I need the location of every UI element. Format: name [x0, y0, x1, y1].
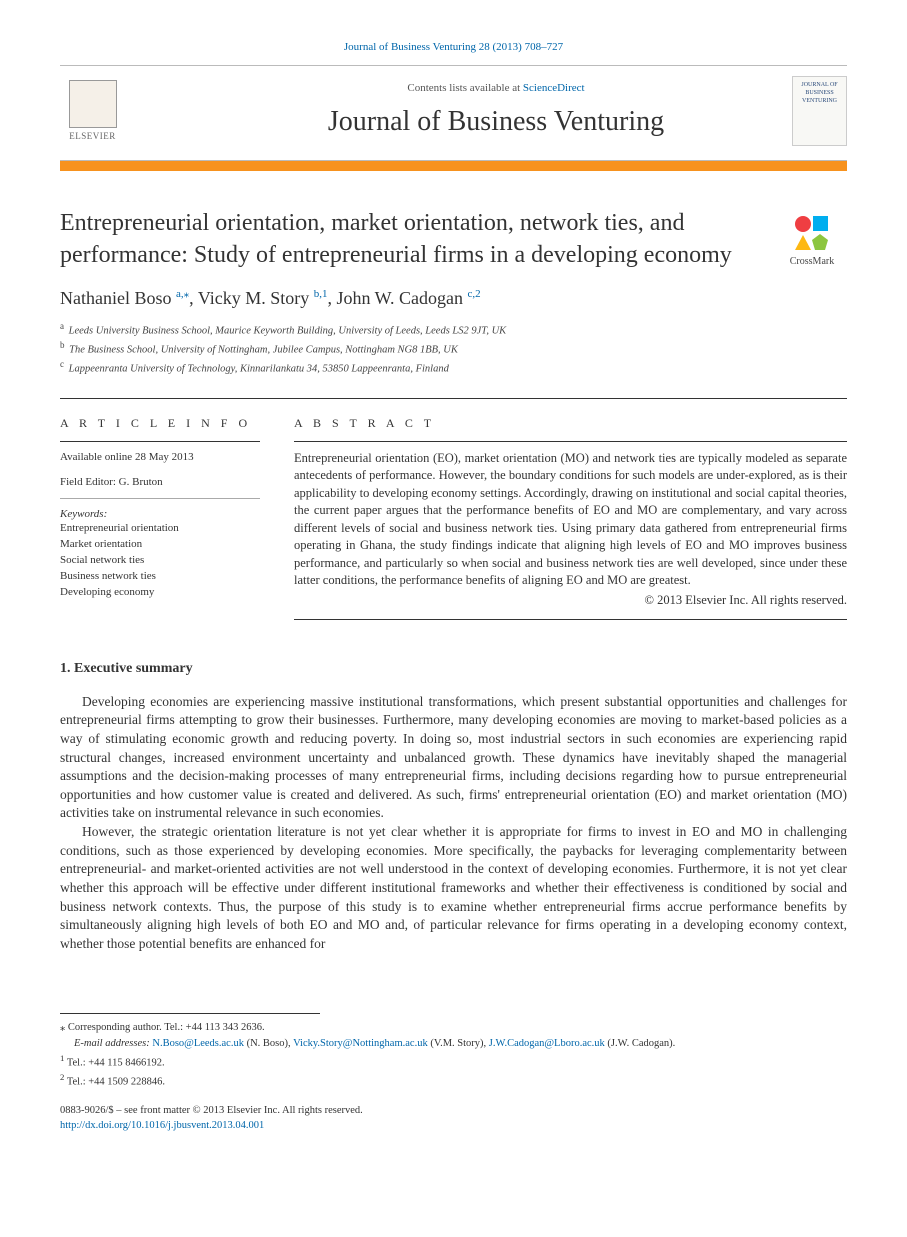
doi-link[interactable]: http://dx.doi.org/10.1016/j.jbusvent.201…	[60, 1120, 264, 1131]
crossmark-label: CrossMark	[777, 255, 847, 269]
author-3-name: John W. Cadogan	[336, 288, 463, 308]
orange-divider-bar	[60, 161, 847, 171]
emails-label: E-mail addresses:	[74, 1038, 150, 1049]
elsevier-label: ELSEVIER	[69, 130, 116, 142]
abstract-heading: A B S T R A C T	[294, 415, 847, 431]
affiliations: a Leeds University Business School, Maur…	[60, 320, 847, 378]
article-title: Entrepreneurial orientation, market orie…	[60, 207, 757, 272]
abstract-copyright: © 2013 Elsevier Inc. All rights reserved…	[294, 592, 847, 609]
abstract-divider	[294, 441, 847, 442]
article-info-column: A R T I C L E I N F O Available online 2…	[60, 415, 260, 628]
field-editor: Field Editor: G. Bruton	[60, 475, 260, 490]
author-2-name: Vicky M. Story	[198, 288, 309, 308]
author-2-aff: b,1	[314, 288, 328, 300]
abstract-text: Entrepreneurial orientation (EO), market…	[294, 450, 847, 590]
crossmark-badge[interactable]: CrossMark	[777, 213, 847, 269]
author-sep-1: ,	[189, 288, 198, 308]
crossmark-icon	[792, 213, 832, 253]
section-1-heading: 1. Executive summary	[60, 660, 847, 679]
author-1-aff: a,	[176, 288, 184, 300]
contents-prefix: Contents lists available at	[407, 82, 522, 94]
page-footer: 0883-9026/$ – see front matter © 2013 El…	[60, 1104, 847, 1132]
contents-available-line: Contents lists available at ScienceDirec…	[145, 81, 847, 96]
divider-rule	[60, 398, 847, 399]
article-info-heading: A R T I C L E I N F O	[60, 415, 260, 431]
issn-line: 0883-9026/$ – see front matter © 2013 El…	[60, 1104, 847, 1118]
author-1-name: Nathaniel Boso	[60, 288, 171, 308]
keyword-item: Social network ties	[60, 553, 260, 569]
affiliation-a: Leeds University Business School, Mauric…	[69, 325, 507, 336]
email-who-1: (N. Boso),	[247, 1038, 293, 1049]
keywords-label: Keywords:	[60, 507, 260, 522]
email-who-3: (J.W. Cadogan).	[607, 1038, 675, 1049]
body-paragraph: However, the strategic orientation liter…	[60, 823, 847, 953]
elsevier-tree-icon	[69, 80, 117, 128]
keyword-item: Market orientation	[60, 537, 260, 553]
journal-citation: Journal of Business Venturing 28 (2013) …	[60, 40, 847, 55]
keyword-item: Entrepreneurial orientation	[60, 521, 260, 537]
email-link-3[interactable]: J.W.Cadogan@Lboro.ac.uk	[489, 1038, 605, 1049]
footnotes-divider	[60, 1013, 320, 1020]
journal-header: ELSEVIER Contents lists available at Sci…	[60, 65, 847, 161]
abstract-column: A B S T R A C T Entrepreneurial orientat…	[294, 415, 847, 628]
email-link-1[interactable]: N.Boso@Leeds.ac.uk	[152, 1038, 244, 1049]
footnote-tel-1: Tel.: +44 115 8466192.	[67, 1057, 165, 1068]
footnotes: ⁎ Corresponding author. Tel.: +44 113 34…	[60, 1020, 847, 1090]
body-paragraph: Developing economies are experiencing ma…	[60, 693, 847, 823]
keywords-list: Entrepreneurial orientation Market orien…	[60, 521, 260, 601]
sciencedirect-link[interactable]: ScienceDirect	[523, 82, 585, 94]
affiliation-c: Lappeenranta University of Technology, K…	[69, 364, 449, 375]
authors-line: Nathaniel Boso a,⁎, Vicky M. Story b,1, …	[60, 286, 847, 310]
elsevier-logo: ELSEVIER	[60, 76, 125, 146]
email-who-2: (V.M. Story),	[430, 1038, 488, 1049]
keyword-item: Developing economy	[60, 585, 260, 601]
journal-cover-thumbnail: JOURNAL OF BUSINESS VENTURING	[792, 76, 847, 146]
info-divider-2	[60, 498, 260, 499]
journal-title: Journal of Business Venturing	[145, 103, 847, 141]
abstract-bottom-divider	[294, 619, 847, 620]
email-link-2[interactable]: Vicky.Story@Nottingham.ac.uk	[293, 1038, 428, 1049]
keyword-item: Business network ties	[60, 569, 260, 585]
available-online: Available online 28 May 2013	[60, 450, 260, 465]
footnote-tel-2: Tel.: +44 1509 228846.	[67, 1077, 165, 1088]
affiliation-b: The Business School, University of Notti…	[69, 345, 458, 356]
info-divider-1	[60, 441, 260, 442]
author-3-aff: c,2	[468, 288, 481, 300]
corresponding-author-note: ⁎ Corresponding author. Tel.: +44 113 34…	[60, 1020, 847, 1036]
